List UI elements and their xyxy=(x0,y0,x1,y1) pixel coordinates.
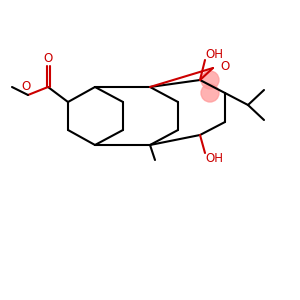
Text: O: O xyxy=(220,61,230,74)
Text: O: O xyxy=(44,52,52,64)
Text: O: O xyxy=(21,80,31,92)
Text: OH: OH xyxy=(205,49,223,62)
Circle shape xyxy=(201,84,219,102)
Text: OH: OH xyxy=(205,152,223,164)
Circle shape xyxy=(201,71,219,89)
